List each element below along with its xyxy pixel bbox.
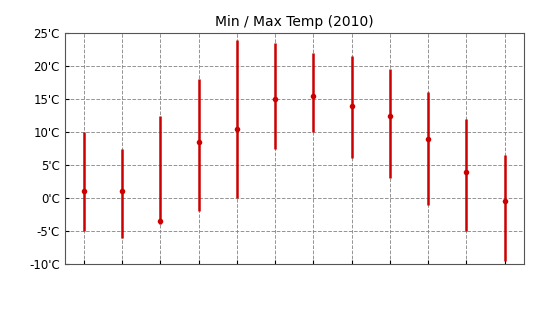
Title: Min / Max Temp (2010): Min / Max Temp (2010) xyxy=(215,15,374,29)
